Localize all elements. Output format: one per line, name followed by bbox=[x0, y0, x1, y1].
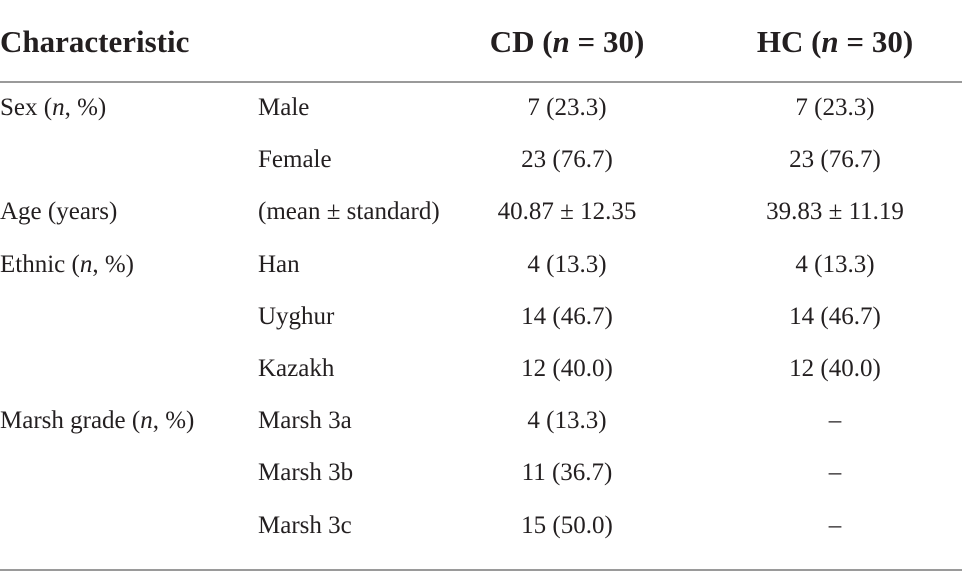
cd-value: 15 (50.0) bbox=[521, 511, 613, 539]
cd-value: 40.87 ± 12.35 bbox=[497, 198, 637, 226]
column-header: HC (n = 30) bbox=[738, 18, 932, 66]
text-segment: Sex ( bbox=[0, 94, 53, 121]
cd-value: 12 (40.0) bbox=[521, 355, 613, 382]
text-segment: HC ( bbox=[756, 24, 822, 59]
text-segment: , %) bbox=[92, 250, 134, 278]
text-segment: , %) bbox=[64, 94, 107, 121]
header-rule bbox=[0, 81, 962, 83]
cd-value: 4 (13.3) bbox=[527, 407, 607, 435]
row-group: Sex (n, %) bbox=[0, 82, 106, 134]
row-group: Age (years) bbox=[0, 186, 117, 238]
bottom-rule bbox=[0, 569, 962, 571]
text-segment: = 30) bbox=[838, 24, 914, 59]
column-header: CD (n = 30) bbox=[470, 18, 664, 66]
text-segment: n bbox=[821, 24, 839, 59]
cd-value: 7 (23.3) bbox=[527, 94, 607, 121]
text-segment: , %) bbox=[152, 407, 195, 435]
cd-value: 23 (76.7) bbox=[521, 146, 613, 174]
hc-value: 39.83 ± 11.19 bbox=[766, 198, 904, 226]
row-item: Uyghur bbox=[258, 302, 335, 330]
row-item: Han bbox=[258, 250, 300, 278]
text-segment: n bbox=[79, 250, 93, 278]
row-item: Male bbox=[258, 94, 310, 121]
hc-value: – bbox=[828, 511, 842, 539]
row-item: Marsh 3b bbox=[258, 459, 354, 487]
row-item: Marsh 3c bbox=[258, 511, 352, 539]
hc-value: 14 (46.7) bbox=[789, 302, 881, 330]
text-segment: = 30) bbox=[569, 24, 645, 59]
row-item: Kazakh bbox=[258, 355, 335, 382]
row-item: Female bbox=[258, 146, 332, 174]
hc-value: 23 (76.7) bbox=[789, 146, 881, 174]
column-header: Characteristic bbox=[0, 18, 189, 66]
text-segment: Characteristic bbox=[0, 24, 190, 59]
text-segment: Age (years) bbox=[0, 198, 118, 226]
text-segment: Marsh grade ( bbox=[0, 407, 141, 435]
row-group: Ethnic (n, %) bbox=[0, 239, 134, 291]
hc-value: 4 (13.3) bbox=[795, 250, 875, 278]
hc-value: – bbox=[828, 407, 842, 435]
row-item: (mean ± standard) bbox=[258, 198, 440, 226]
hc-value: – bbox=[828, 459, 842, 487]
cd-value: 11 (36.7) bbox=[521, 459, 613, 487]
cd-value: 14 (46.7) bbox=[521, 302, 613, 330]
row-item: Marsh 3a bbox=[258, 407, 352, 435]
text-segment: Ethnic ( bbox=[0, 250, 80, 278]
row-group: Marsh grade (n, %) bbox=[0, 395, 194, 447]
hc-value: 7 (23.3) bbox=[795, 94, 875, 121]
text-segment: CD ( bbox=[489, 24, 553, 59]
text-segment: n bbox=[552, 24, 570, 59]
hc-value: 12 (40.0) bbox=[789, 355, 881, 382]
text-segment: n bbox=[140, 407, 153, 435]
cd-value: 4 (13.3) bbox=[527, 250, 607, 278]
text-segment: n bbox=[52, 94, 65, 121]
